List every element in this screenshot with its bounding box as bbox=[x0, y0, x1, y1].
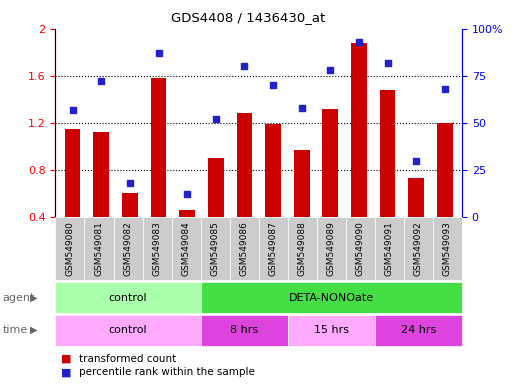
Bar bbox=[294, 150, 309, 217]
Text: ■: ■ bbox=[61, 354, 71, 364]
Bar bbox=[237, 114, 252, 217]
Point bbox=[126, 180, 134, 186]
Text: GSM549080: GSM549080 bbox=[65, 221, 74, 276]
Text: GSM549093: GSM549093 bbox=[443, 221, 452, 276]
Point bbox=[183, 191, 191, 197]
Bar bbox=[323, 109, 338, 217]
Bar bbox=[265, 124, 281, 217]
Point bbox=[326, 67, 335, 73]
Point bbox=[212, 116, 220, 122]
Text: 15 hrs: 15 hrs bbox=[314, 325, 349, 335]
Point bbox=[269, 82, 277, 88]
Point bbox=[240, 63, 249, 70]
Text: 8 hrs: 8 hrs bbox=[230, 325, 258, 335]
Text: control: control bbox=[109, 325, 147, 335]
Bar bbox=[408, 178, 424, 217]
Bar bbox=[150, 78, 166, 217]
Text: ▶: ▶ bbox=[30, 325, 37, 335]
Bar bbox=[351, 43, 367, 217]
Point bbox=[97, 78, 106, 84]
Text: time: time bbox=[3, 325, 28, 335]
Text: GSM549086: GSM549086 bbox=[240, 221, 249, 276]
Bar bbox=[180, 210, 195, 217]
Text: GSM549091: GSM549091 bbox=[385, 221, 394, 276]
Text: GSM549088: GSM549088 bbox=[298, 221, 307, 276]
Text: DETA-NONOate: DETA-NONOate bbox=[289, 293, 374, 303]
Point bbox=[297, 105, 306, 111]
Bar bbox=[93, 132, 109, 217]
Text: GDS4408 / 1436430_at: GDS4408 / 1436430_at bbox=[171, 12, 325, 25]
Text: control: control bbox=[109, 293, 147, 303]
Text: ▶: ▶ bbox=[30, 293, 37, 303]
Text: percentile rank within the sample: percentile rank within the sample bbox=[79, 367, 255, 377]
Text: GSM549082: GSM549082 bbox=[124, 221, 133, 276]
Bar bbox=[65, 129, 80, 217]
Text: GSM549084: GSM549084 bbox=[182, 221, 191, 276]
Point bbox=[412, 157, 420, 164]
Point bbox=[154, 50, 163, 56]
Text: GSM549083: GSM549083 bbox=[153, 221, 162, 276]
Text: GSM549089: GSM549089 bbox=[327, 221, 336, 276]
Text: agent: agent bbox=[3, 293, 35, 303]
Text: GSM549085: GSM549085 bbox=[211, 221, 220, 276]
Point bbox=[440, 86, 449, 92]
Bar bbox=[122, 194, 138, 217]
Point bbox=[355, 39, 363, 45]
Text: transformed count: transformed count bbox=[79, 354, 176, 364]
Bar bbox=[208, 158, 224, 217]
Text: GSM549090: GSM549090 bbox=[356, 221, 365, 276]
Point bbox=[383, 60, 392, 66]
Text: GSM549081: GSM549081 bbox=[95, 221, 103, 276]
Text: 24 hrs: 24 hrs bbox=[401, 325, 436, 335]
Text: GSM549087: GSM549087 bbox=[269, 221, 278, 276]
Bar bbox=[437, 123, 452, 217]
Text: ■: ■ bbox=[61, 367, 71, 377]
Bar bbox=[380, 90, 395, 217]
Point bbox=[69, 107, 77, 113]
Text: GSM549092: GSM549092 bbox=[414, 221, 423, 276]
